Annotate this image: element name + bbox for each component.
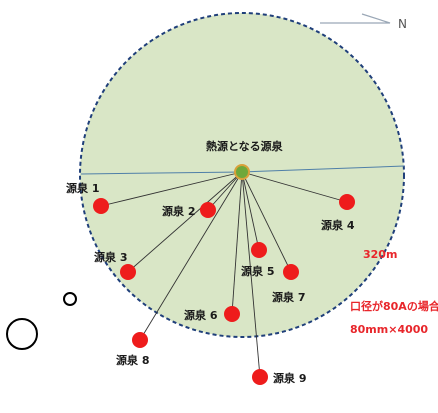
note-line-1: 口径が80Aの場合 [350,299,438,313]
note-line-2: 80mm×4000 [350,323,428,336]
horizontal-line [80,171,243,175]
source-marker-5 [251,242,267,258]
source-label-9: 源泉 9 [273,371,306,385]
connector-s1 [100,171,243,207]
source-marker-2 [200,202,216,218]
source-marker-7 [283,264,299,280]
connector-s3 [127,171,243,273]
north-label: N [398,17,407,31]
source-label-4: 源泉 4 [321,218,355,232]
source-marker-1 [93,198,109,214]
connector-s6 [231,171,243,315]
source-label-7: 源泉 7 [272,290,305,304]
source-marker-8 [132,332,148,348]
source-label-1: 源泉 1 [66,181,99,195]
source-label-6: 源泉 6 [184,308,218,322]
connector-lines [100,171,348,378]
large-pipe-circle [6,318,38,350]
connector-s8 [139,171,243,341]
source-label-3: 源泉 3 [94,250,127,264]
connector-s5 [241,171,260,251]
source-label-8: 源泉 8 [116,353,149,367]
connector-s4 [241,171,348,203]
radius-label: 320m [363,248,397,261]
center-label: 熱源となる源泉 [206,139,284,153]
source-label-5: 源泉 5 [241,264,274,278]
source-marker-4 [339,194,355,210]
connector-s9 [241,171,261,378]
small-pipe-circle [63,292,77,306]
source-markers [93,194,355,385]
source-marker-9 [252,369,268,385]
source-marker-3 [120,264,136,280]
source-label-2: 源泉 2 [162,204,195,218]
connector-s2 [207,171,243,211]
connector-s7 [241,171,292,273]
radius-line [241,165,405,173]
north-arrow-icon [320,13,391,24]
center-source-marker [234,164,250,180]
source-marker-6 [224,306,240,322]
